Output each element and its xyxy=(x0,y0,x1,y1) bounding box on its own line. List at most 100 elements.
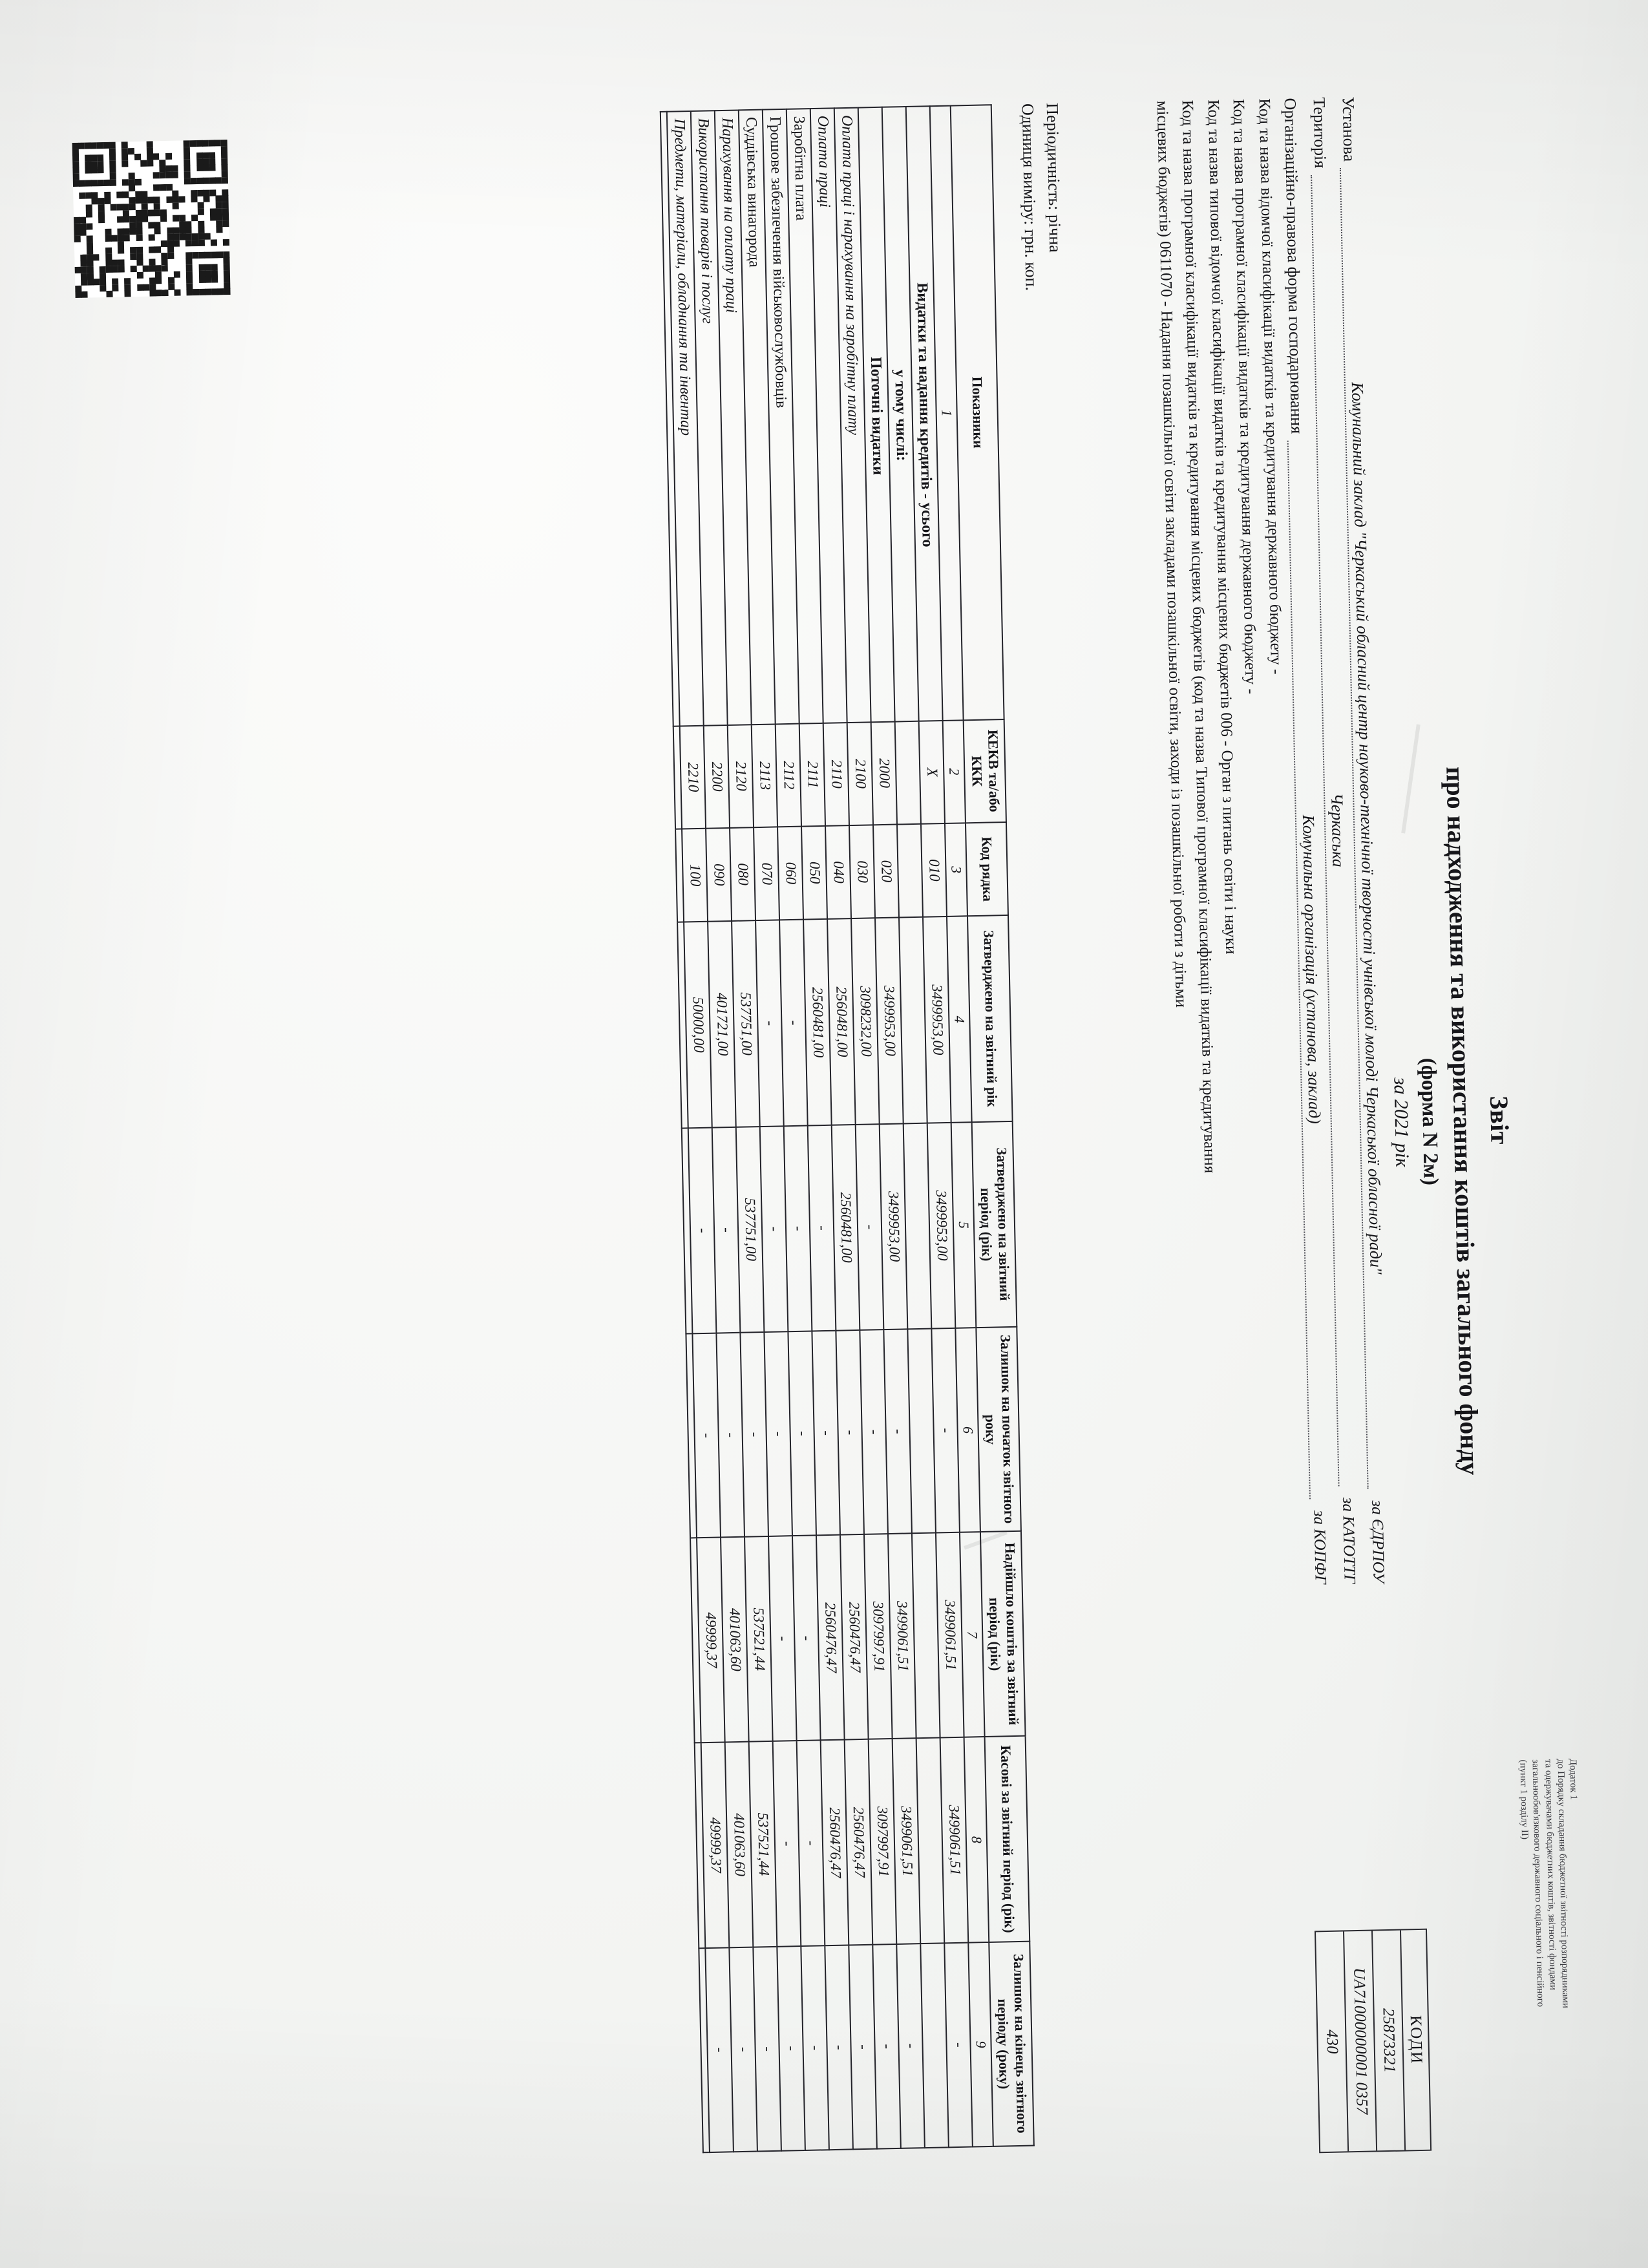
institution-label: Установа xyxy=(1338,96,1359,162)
document-title-block: Звіт про надходження та використання кош… xyxy=(1368,53,1537,2188)
row-zatv-rik: 2560481,00 xyxy=(803,918,832,1125)
row-zalyshok-kinets: - xyxy=(825,1944,854,2150)
measurement-unit-line: Одиниця виміру: грн. коп. xyxy=(1018,103,1042,291)
th-nadiyshlo: Надійшло коштів за звітний період (рік) xyxy=(980,1531,1026,1737)
row-kasovi: 401063,60 xyxy=(724,1741,754,1947)
row-zalyshok-pochatok: - xyxy=(740,1331,769,1537)
colnum-5: 5 xyxy=(951,1121,977,1328)
row-zalyshok-pochatok: - xyxy=(883,1328,913,1534)
row-kod-ryadka: 040 xyxy=(825,825,852,919)
row-kasovi: - xyxy=(772,1741,801,1947)
row-zatv-period xyxy=(903,1122,932,1329)
row-zalyshok-kinets: - xyxy=(777,1945,806,2151)
row-nadiyshlo: - xyxy=(768,1535,797,1741)
colnum-2: 2 xyxy=(942,719,966,823)
row-zalyshok-pochatok: - xyxy=(812,1330,841,1536)
row-zatv-period: - xyxy=(688,1127,717,1333)
row-kekv: 2210 xyxy=(679,725,706,829)
row-kasovi xyxy=(916,1737,945,1944)
row-zatv-period: - xyxy=(783,1125,812,1331)
row-kekv: 2000 xyxy=(871,721,898,825)
row-kod-ryadka: 030 xyxy=(849,824,876,918)
row-zalyshok-kinets: - xyxy=(801,1945,830,2150)
row-nadiyshlo: 401063,60 xyxy=(721,1536,749,1743)
row-kasovi: 3499061,51 xyxy=(940,1737,969,1943)
colnum-9: 9 xyxy=(968,1942,994,2147)
territory-code-tag: за КАТОТТГ xyxy=(1338,1496,1358,1584)
row-zalyshok-kinets: - xyxy=(753,1946,782,2151)
katottg-code: UA71000000001 0357 xyxy=(1343,1931,1377,2151)
th-zalyshok-kinets: Залишок на кінець звітного періоду (року… xyxy=(989,1940,1034,2146)
row-kod-ryadka xyxy=(897,823,924,918)
codes-box-header: КОДИ xyxy=(1399,1929,1431,2150)
kopfg-code: 430 xyxy=(1323,2029,1341,2054)
colnum-8: 8 xyxy=(964,1736,989,1942)
row-kod-ryadka: 070 xyxy=(754,826,780,921)
row-kekv: 2100 xyxy=(847,721,874,825)
row-zatv-rik: 3499953,00 xyxy=(875,917,903,1124)
row-kekv: 2200 xyxy=(703,725,730,828)
table-body: Видатки та надання кредитів - усього X 010… xyxy=(660,105,973,2152)
row-zalyshok-kinets: - xyxy=(872,1944,902,2149)
row-zatv-rik: 3098232,00 xyxy=(851,918,880,1125)
row-zatv-rik xyxy=(899,917,927,1123)
row-kod-ryadka: 010 xyxy=(921,823,947,917)
row-nadiyshlo: 3499061,51 xyxy=(936,1532,964,1738)
row-kod-ryadka: 050 xyxy=(801,825,828,920)
legal-form-label: Організаційно-правова форма господарюван… xyxy=(1280,97,1307,434)
row-zalyshok-kinets: - xyxy=(849,1944,878,2149)
identification-block: Установа Комунальний заклад "Черкаський … xyxy=(1146,96,1393,1587)
row-zatv-period: 2560481,00 xyxy=(831,1124,860,1331)
row-nadiyshlo: 2560476,47 xyxy=(816,1534,845,1741)
row-zatv-rik: 50000,00 xyxy=(684,921,712,1128)
row-zalyshok-pochatok: - xyxy=(931,1328,960,1533)
row-kekv: 2111 xyxy=(799,723,826,826)
row-zalyshok-pochatok: - xyxy=(860,1329,889,1534)
row-zalyshok-pochatok: - xyxy=(764,1331,793,1536)
row-zatv-rik: 401721,00 xyxy=(708,920,736,1127)
row-kekv: 2120 xyxy=(727,724,754,828)
legal-form-code-tag: за КОПФГ xyxy=(1310,1509,1329,1584)
row-zalyshok-pochatok xyxy=(907,1328,936,1533)
row-zalyshok-pochatok: - xyxy=(692,1332,721,1538)
row-zalyshok-pochatok: - xyxy=(788,1330,817,1536)
codes-box: КОДИ 25873321 UA71000000001 0357 430 xyxy=(1314,1928,1432,2153)
colnum-4: 4 xyxy=(947,916,972,1123)
row-zatv-period: - xyxy=(855,1123,884,1330)
row-kasovi: 2560476,47 xyxy=(844,1739,873,1945)
row-zalyshok-kinets: - xyxy=(705,1947,734,2152)
th-zalyshok-pochatok: Залишок на початок звітного року xyxy=(976,1326,1021,1532)
row-kasovi: 3097997,91 xyxy=(868,1738,897,1944)
row-zatv-period: - xyxy=(712,1127,741,1333)
row-nadiyshlo: 537521,44 xyxy=(745,1536,773,1742)
row-kod-ryadka: 100 xyxy=(682,827,708,922)
row-nadiyshlo: 2560476,47 xyxy=(840,1534,869,1740)
qr-code xyxy=(72,139,231,298)
row-zatv-rik: 3499953,00 xyxy=(923,916,951,1123)
colnum-6: 6 xyxy=(955,1327,981,1532)
row-zatv-rik: 537751,00 xyxy=(732,920,760,1127)
row-kod-ryadka: 080 xyxy=(730,827,756,921)
th-zatv-zvitnyi-rik: Затверджено на звітний рік xyxy=(967,915,1013,1122)
meta-block: Періодичність: річна Одиниця виміру: грн… xyxy=(1015,102,1068,291)
row-zalyshok-kinets xyxy=(920,1942,949,2148)
row-zatv-period: - xyxy=(807,1124,836,1331)
territory-label: Територія xyxy=(1309,96,1330,168)
row-kasovi: 3499061,51 xyxy=(892,1738,921,1944)
row-zatv-period: 537751,00 xyxy=(735,1126,765,1333)
row-zatv-period: 3499953,00 xyxy=(927,1122,956,1329)
row-zalyshok-pochatok: - xyxy=(836,1330,865,1535)
row-kod-ryadka: 090 xyxy=(706,827,732,922)
row-kekv: 2110 xyxy=(823,722,850,826)
row-kekv xyxy=(894,721,922,824)
row-kekv: X xyxy=(918,720,945,823)
row-kod-ryadka: 020 xyxy=(873,823,900,918)
colnum-3: 3 xyxy=(945,822,968,917)
row-kasovi: 2560476,47 xyxy=(820,1739,849,1945)
colnum-7: 7 xyxy=(960,1531,985,1737)
row-zalyshok-kinets: - xyxy=(896,1943,925,2148)
row-zalyshok-kinets: - xyxy=(944,1942,973,2147)
row-kasovi: 49999,37 xyxy=(701,1742,730,1948)
row-kod-ryadka: 060 xyxy=(777,825,804,920)
